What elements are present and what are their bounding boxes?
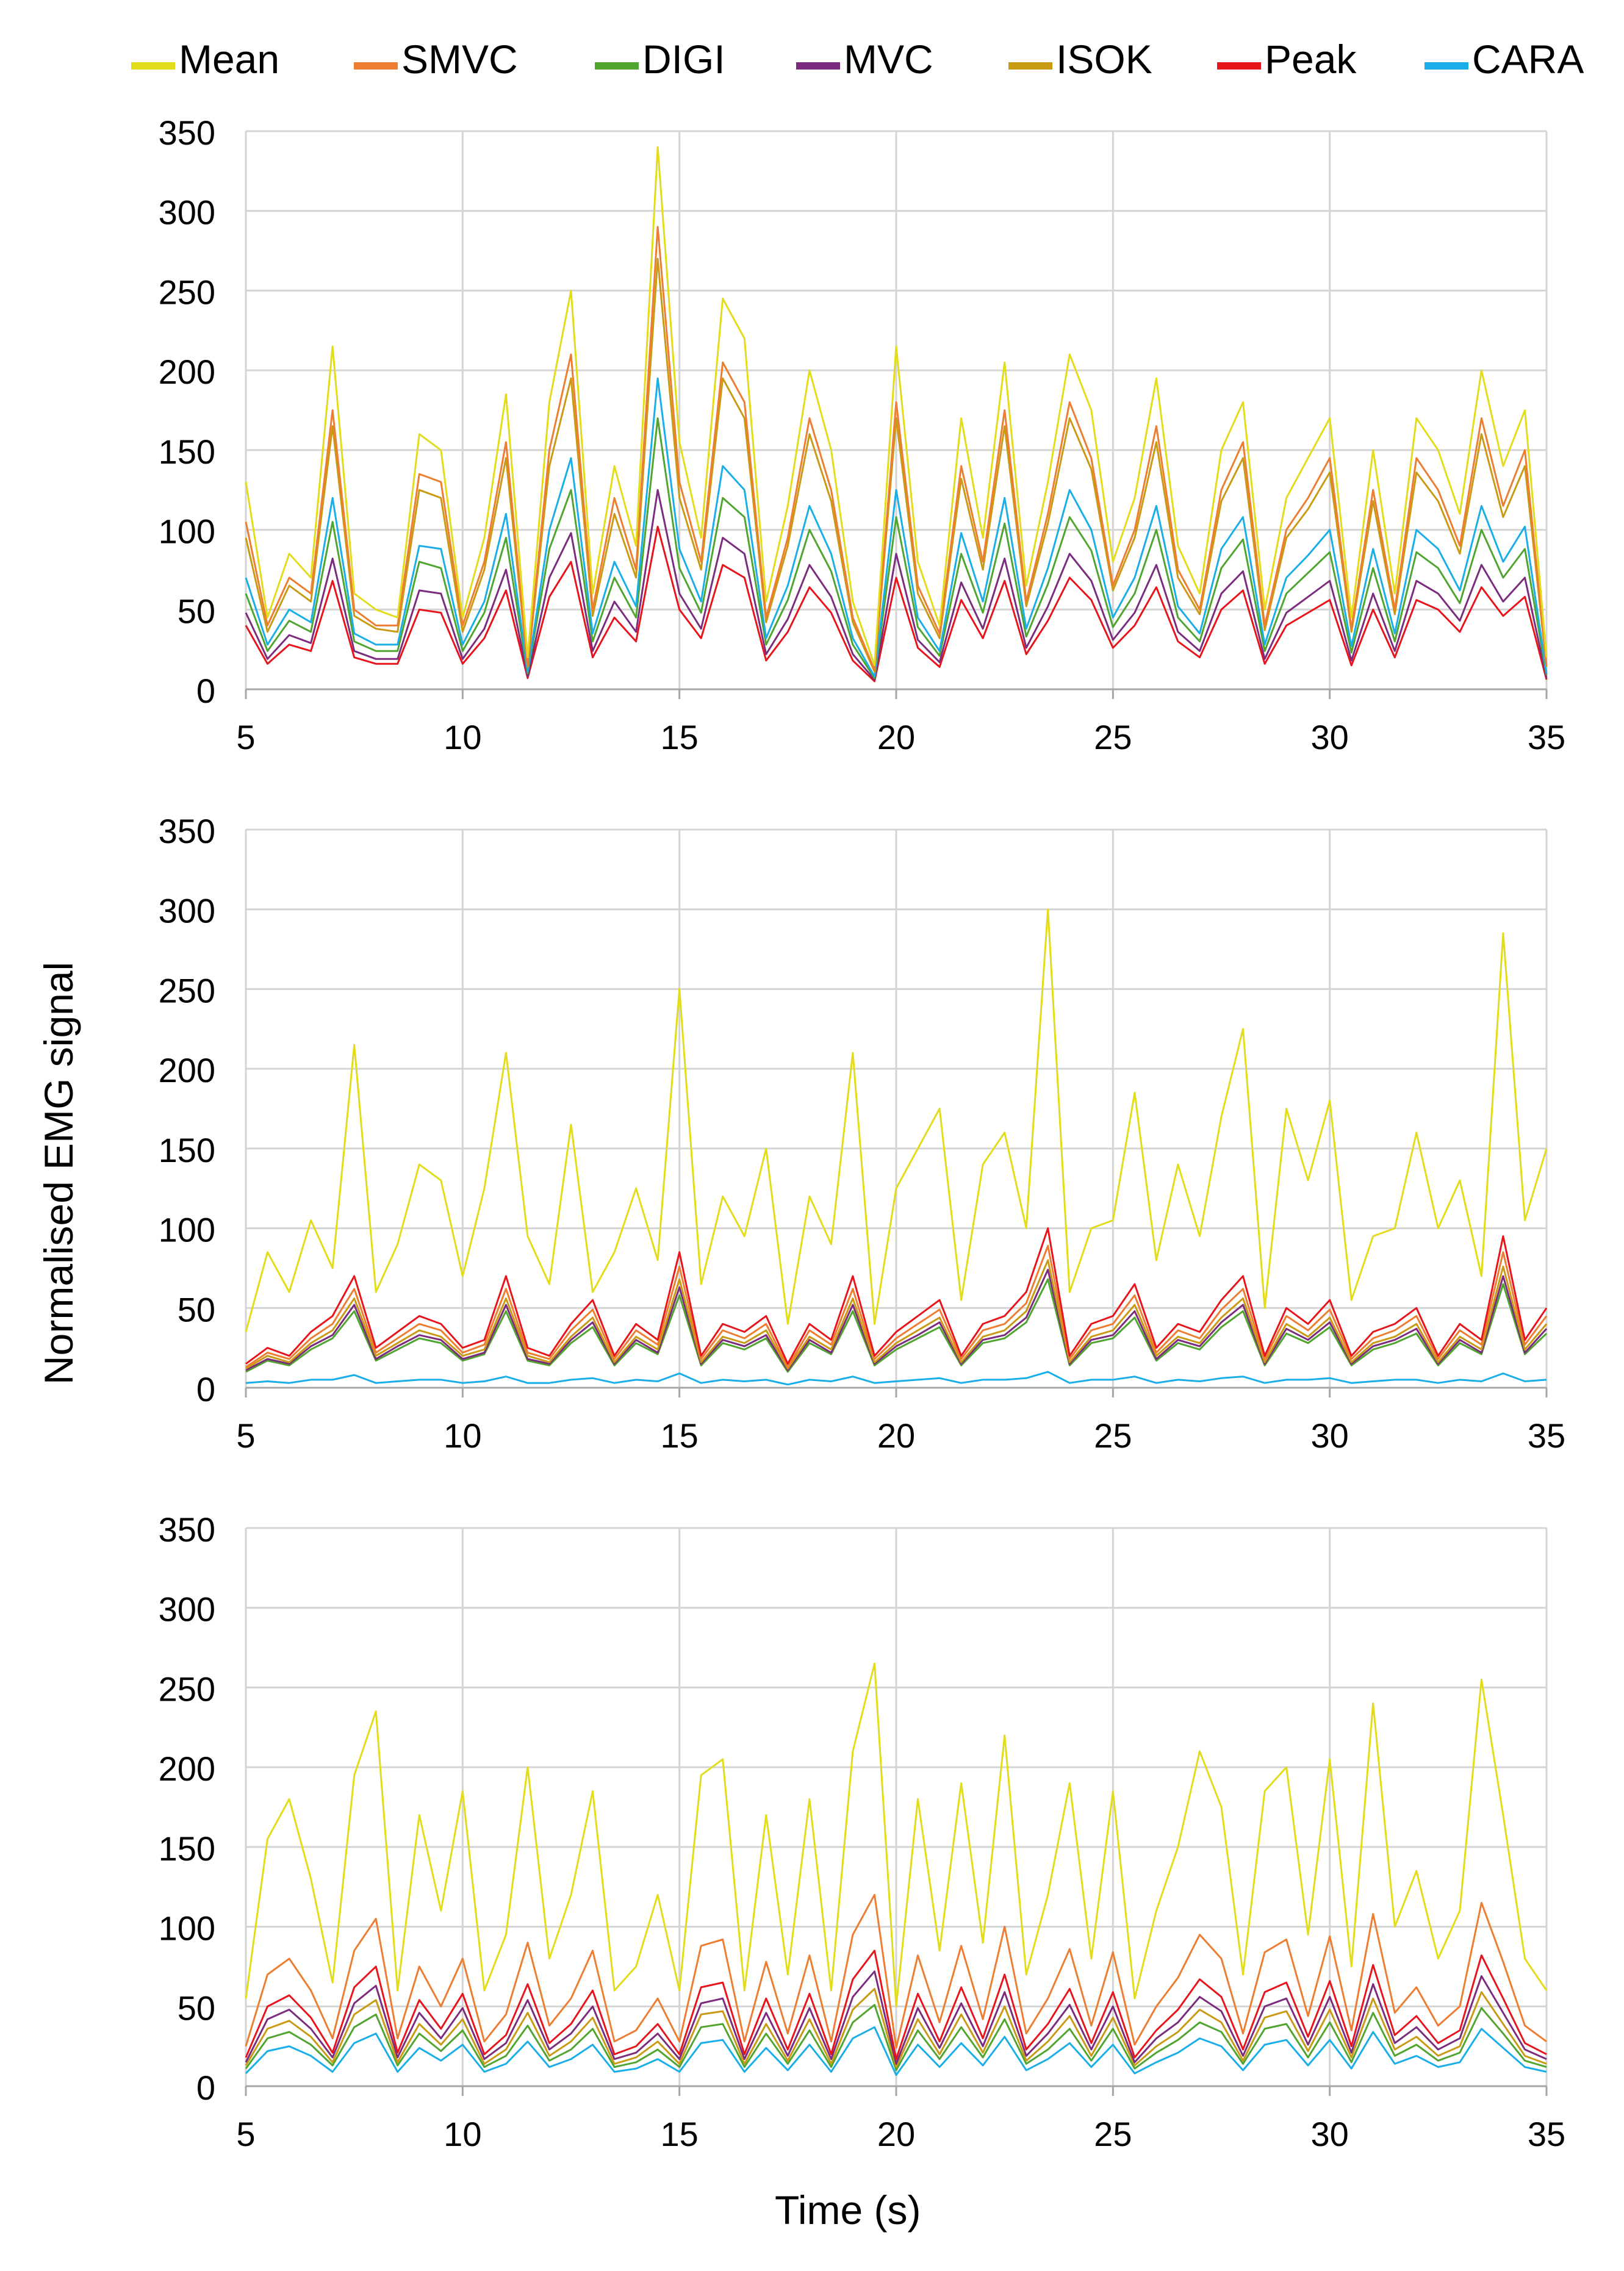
x-tick-label: 25 xyxy=(1094,2115,1132,2153)
series-line-cara xyxy=(245,377,1548,678)
legend-item-mvc: MVC xyxy=(796,32,933,87)
y-tick-label: 200 xyxy=(159,353,215,391)
y-tick-label: 100 xyxy=(159,512,215,551)
x-tick-label: 15 xyxy=(661,1416,699,1455)
y-axis-title: Normalised EMG signal xyxy=(36,961,81,1385)
legend-label: SMVC xyxy=(401,37,518,82)
series-line-peak xyxy=(245,1227,1548,1365)
chart-legend: Mean SMVC DIGI MVC ISOK Peak CARA xyxy=(131,32,1620,87)
x-tick-label: 10 xyxy=(444,1416,481,1455)
series-line-smvc xyxy=(245,1893,1547,2049)
series-line-mean xyxy=(245,908,1548,1332)
chart-panel-1: 0 50 100 150 200 250 300 350 5 10 15 20 25 30 35 xyxy=(159,113,1566,756)
y-tick-label: 50 xyxy=(178,1290,215,1329)
y-tick-label: 150 xyxy=(159,1829,215,1868)
y-tick-label: 100 xyxy=(159,1211,215,1249)
y-tick-label: 250 xyxy=(159,1670,215,1708)
y-tick-label: 300 xyxy=(159,1590,215,1629)
series-line-isok xyxy=(245,257,1548,673)
y-tick-label: 350 xyxy=(159,1510,215,1549)
chart-panel-3: 0 50 100 150 200 250 300 350 5 10 15 20 25 30 35 xyxy=(159,1510,1566,2153)
legend-item-peak: Peak xyxy=(1217,32,1356,87)
y-tick-label: 300 xyxy=(159,892,215,930)
y-tick-label: 0 xyxy=(196,672,215,710)
series-line-mvc xyxy=(245,489,1548,681)
legend-item-isok: ISOK xyxy=(1008,32,1152,87)
x-tick-label: 20 xyxy=(877,718,915,756)
x-tick-label: 10 xyxy=(444,2115,481,2153)
x-tick-label: 30 xyxy=(1311,2115,1349,2153)
x-tick-label: 5 xyxy=(236,718,255,756)
legend-item-smvc: SMVC xyxy=(354,32,518,87)
legend-swatch xyxy=(354,62,398,70)
y-tick-label: 150 xyxy=(159,1131,215,1169)
legend-swatch xyxy=(131,62,175,70)
y-tick-label: 50 xyxy=(178,592,215,630)
x-tick-label: 5 xyxy=(236,2115,255,2153)
y-tick-label: 50 xyxy=(178,1989,215,2027)
series-line-mvc xyxy=(245,1970,1547,2065)
x-tick-label: 35 xyxy=(1528,718,1565,756)
chart-panel-2: 0 50 100 150 200 250 300 350 5 10 15 20 25 30 35 xyxy=(159,812,1566,1455)
legend-item-mean: Mean xyxy=(131,32,279,87)
y-tick-label: 100 xyxy=(159,1909,215,1948)
series-line-cara xyxy=(245,1371,1547,1386)
legend-swatch xyxy=(796,62,840,70)
y-tick-label: 250 xyxy=(159,273,215,311)
legend-swatch xyxy=(595,62,639,70)
x-tick-label: 30 xyxy=(1311,718,1349,756)
x-tick-label: 15 xyxy=(661,718,699,756)
series-line-cara xyxy=(245,2026,1547,2076)
y-tick-label: 150 xyxy=(159,432,215,471)
x-tick-label: 20 xyxy=(877,2115,915,2153)
legend-swatch xyxy=(1008,62,1052,70)
series-line-digi xyxy=(245,1278,1548,1373)
legend-label: ISOK xyxy=(1056,37,1152,82)
series-line-mean xyxy=(245,146,1548,667)
x-tick-label: 30 xyxy=(1311,1416,1349,1455)
series-line-mean xyxy=(245,1662,1548,2007)
series-line-isok xyxy=(245,1259,1548,1370)
series-line-isok xyxy=(245,1988,1547,2068)
y-tick-label: 300 xyxy=(159,193,215,232)
series-line-peak xyxy=(245,1950,1547,2061)
x-tick-label: 35 xyxy=(1528,1416,1565,1455)
legend-item-digi: DIGI xyxy=(595,32,725,87)
x-tick-label: 35 xyxy=(1528,2115,1565,2153)
x-tick-label: 20 xyxy=(877,1416,915,1455)
y-tick-label: 250 xyxy=(159,971,215,1010)
y-tick-label: 0 xyxy=(196,2068,215,2107)
y-tick-label: 350 xyxy=(159,113,215,152)
x-tick-label: 5 xyxy=(236,1416,255,1455)
series-line-mvc xyxy=(245,1269,1548,1371)
y-tick-label: 200 xyxy=(159,1051,215,1089)
series-line-digi xyxy=(245,2004,1547,2072)
legend-label: MVC xyxy=(844,37,933,82)
series-line-peak xyxy=(245,525,1548,683)
series-line-digi xyxy=(245,417,1548,680)
legend-item-cara: CARA xyxy=(1425,32,1584,87)
x-tick-label: 25 xyxy=(1094,1416,1132,1455)
legend-swatch xyxy=(1425,62,1468,70)
x-tick-label: 25 xyxy=(1094,718,1132,756)
y-tick-label: 350 xyxy=(159,812,215,850)
y-tick-label: 0 xyxy=(196,1370,215,1408)
legend-label: Peak xyxy=(1265,37,1357,82)
y-tick-label: 200 xyxy=(159,1749,215,1788)
legend-swatch xyxy=(1217,62,1261,70)
legend-label: CARA xyxy=(1472,37,1584,82)
series-line-smvc xyxy=(245,1244,1548,1368)
x-axis-title: Time (s) xyxy=(775,2187,921,2233)
legend-label: Mean xyxy=(179,37,280,82)
series-line-smvc xyxy=(245,226,1548,672)
x-tick-label: 15 xyxy=(661,2115,699,2153)
x-tick-label: 10 xyxy=(444,718,481,756)
legend-label: DIGI xyxy=(642,37,725,82)
